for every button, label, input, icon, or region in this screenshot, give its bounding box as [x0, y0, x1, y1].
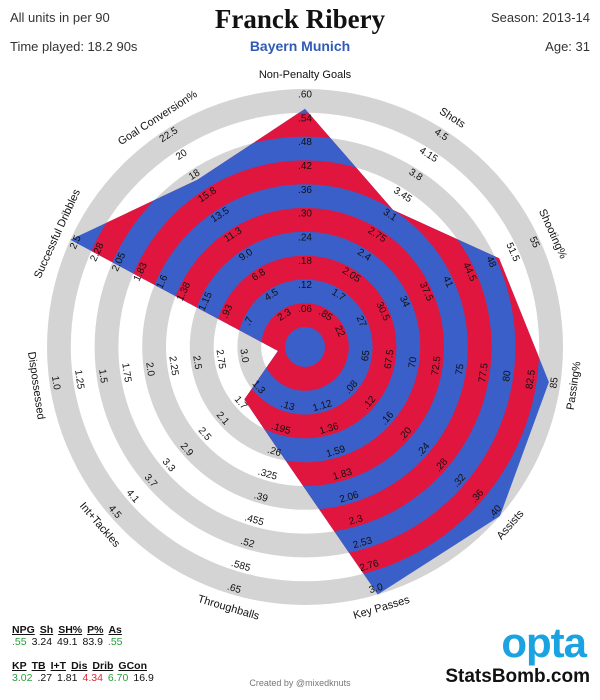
table1-header: As: [108, 624, 122, 636]
tick-label: .39: [253, 490, 270, 505]
tick-label: 3.0: [368, 582, 385, 597]
tick-label: .195: [270, 421, 292, 437]
table2-header: Drib: [92, 660, 114, 672]
table1-value-row: .55 3.24 49.1 83.9 .55: [12, 636, 123, 648]
tick-label: .585: [230, 558, 252, 574]
tick-label: 1.5: [96, 368, 109, 384]
tick-label: .36: [298, 185, 312, 196]
tick-label: 2.0: [143, 362, 156, 378]
tick-label: .93: [220, 303, 236, 321]
tick-label: 2.75: [214, 349, 228, 370]
tick-label: 77.5: [477, 362, 491, 383]
summary-table-1: NPG Sh SH% P% As .55 3.24 49.1 83.9 .55: [12, 624, 123, 648]
tick-label: 67.5: [383, 348, 397, 369]
table1-header: NPG: [12, 624, 35, 636]
tick-label: .60: [298, 90, 312, 101]
tick-label: 70: [407, 356, 420, 369]
tick-label: 2.5: [190, 355, 203, 371]
tick-label: .54: [298, 113, 312, 124]
tick-label: 3.0: [237, 348, 250, 364]
tick-label: 2.06: [338, 489, 360, 505]
age-label: Age: 31: [545, 39, 590, 54]
tick-label: 1.83: [332, 467, 354, 483]
tick-label: 1.59: [325, 444, 347, 460]
table1-value: 83.9: [82, 636, 103, 648]
tick-label: .30: [298, 209, 312, 220]
axis-label: Shots: [437, 105, 468, 131]
table2-header: KP: [12, 660, 27, 672]
table2-value: 1.81: [57, 672, 78, 684]
tick-label: 80: [501, 369, 514, 382]
tick-label: .65: [226, 582, 243, 597]
statsbomb-logo: StatsBomb.com: [445, 666, 590, 687]
tick-label: 1.0: [49, 375, 62, 391]
table1-header-row: NPG Sh SH% P% As: [12, 624, 123, 636]
table2-header-row: KP TB I+T Dis Drib GCon: [12, 660, 154, 672]
tick-label: 85: [548, 376, 561, 389]
axis-label: Passing%: [565, 360, 584, 410]
table1-value: .55: [107, 636, 123, 648]
table2-value: 16.9: [133, 672, 154, 684]
tick-label: 65: [360, 349, 373, 362]
table1-value: 3.24: [31, 636, 53, 648]
tick-label: .06: [298, 304, 312, 315]
axis-label: Dispossessed: [25, 351, 47, 420]
tick-label: 2.25: [166, 356, 180, 377]
tick-label: .24: [298, 232, 312, 243]
table2-value: .27: [37, 672, 53, 684]
table1-header: SH%: [58, 624, 83, 636]
table2-header: GCon: [118, 660, 147, 672]
table1-value: 49.1: [57, 636, 78, 648]
axis-label: Non-Penalty Goals: [259, 69, 352, 81]
table1-header: P%: [87, 624, 104, 636]
table2-header: TB: [31, 660, 46, 672]
tick-label: 2.76: [358, 558, 380, 574]
tick-label: .42: [298, 161, 312, 172]
table1-header: Sh: [39, 624, 54, 636]
summary-table-2: KP TB I+T Dis Drib GCon 3.02 .27 1.81 4.…: [12, 660, 154, 684]
tick-label: 22: [332, 324, 347, 339]
tick-label: 34: [397, 294, 412, 309]
polygon-center: [285, 327, 325, 367]
tick-label: 82.5: [524, 369, 538, 390]
team-name: Bayern Munich: [249, 38, 351, 54]
table2-header: Dis: [71, 660, 88, 672]
tick-label: 2.53: [352, 535, 374, 551]
tick-label: .26: [266, 445, 283, 460]
tick-label: 1.36: [318, 421, 340, 437]
tick-label: .455: [243, 512, 265, 528]
tick-label: 1.25: [72, 369, 86, 390]
credit-line: Created by @mixedknuts: [249, 678, 351, 688]
tick-label: .13: [279, 399, 296, 414]
time-played: Time played: 18.2 90s: [10, 39, 138, 54]
player-name: Franck Ribery: [214, 4, 386, 34]
opta-logo: opta: [501, 619, 587, 666]
tick-label: 27: [354, 314, 369, 329]
units-note: All units in per 90: [10, 10, 110, 25]
table2-value: 6.70: [107, 672, 129, 684]
table2-value: 4.34: [82, 672, 103, 684]
tick-label: .12: [298, 280, 312, 291]
table1-value: .55: [12, 636, 27, 648]
tick-label: .48: [298, 137, 312, 148]
tick-label: 75: [454, 363, 467, 376]
table2-value-row: 3.02 .27 1.81 4.34 6.70 16.9: [12, 672, 154, 684]
tick-label: 1.75: [119, 362, 133, 383]
tick-label: .52: [239, 536, 256, 551]
tick-label: 41: [440, 275, 455, 290]
table2-header: I+T: [50, 660, 67, 672]
tick-label: 2.3: [348, 513, 365, 528]
tick-label: 1.12: [312, 398, 334, 414]
tick-label: 48: [483, 255, 498, 270]
tick-label: 1.6: [155, 273, 171, 291]
tick-label: 72.5: [430, 355, 444, 376]
tick-label: .18: [298, 256, 312, 267]
tick-label: .325: [257, 467, 279, 483]
tick-label: 2.5: [68, 233, 84, 251]
table2-value: 3.02: [12, 672, 33, 684]
tick-label: 55: [527, 235, 542, 250]
season-label: Season: 2013-14: [490, 10, 590, 25]
